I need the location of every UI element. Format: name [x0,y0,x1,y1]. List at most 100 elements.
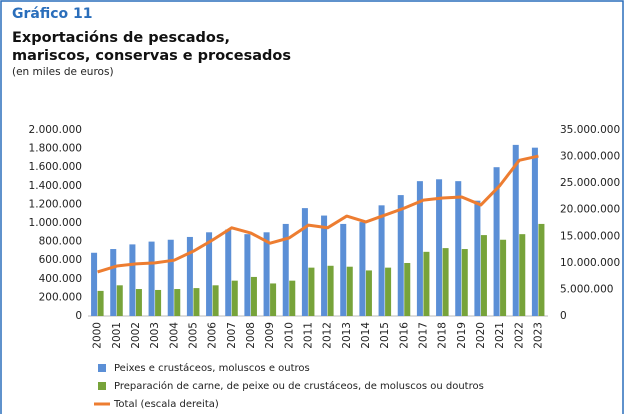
chart-title: Gráfico 11 [12,6,93,22]
x-tick-label: 2008 [245,322,257,349]
bar [289,280,296,316]
bar [461,249,468,316]
x-tick-label: 2018 [437,322,449,349]
legend-label: Preparación de carne, de peixe ou de cru… [114,380,484,392]
y-tick-label: 2.000.000 [29,124,82,136]
y-tick-label: 1.600.000 [29,161,82,173]
chart-note: (en miles de euros) [12,66,114,78]
y-tick-label: 600.000 [39,254,82,266]
bar [340,223,347,316]
bar [531,147,538,316]
x-tick-label: 2003 [149,322,161,349]
bar [91,252,98,316]
bar [129,244,136,316]
bar [116,285,123,316]
chart-subtitle: Exportacións de pescados, [12,30,230,46]
bar [493,167,500,316]
bar [519,234,526,316]
bar [308,267,315,316]
legend-swatch [98,382,106,390]
x-tick-label: 2014 [360,322,372,349]
x-tick-label: 2004 [168,322,180,349]
bar [385,267,392,316]
bar [538,223,545,316]
x-tick-label: 2020 [475,322,487,349]
legend-label: Peixes e crustáceos, moluscos e outros [114,362,310,374]
bar [225,229,232,316]
x-tick-label: 2016 [398,322,410,349]
bar [436,179,443,316]
y2-tick-label: 30.000.000 [560,151,620,163]
chart-subtitle: mariscos, conservas e procesados [12,48,291,64]
bar [480,235,487,316]
bar [455,181,462,316]
bar [231,280,238,316]
y2-tick-label: 35.000.000 [560,124,620,136]
bar [97,290,104,316]
x-tick-label: 2017 [417,322,429,349]
bar [193,288,200,316]
bar [378,205,385,316]
y2-tick-label: 15.000.000 [560,230,620,242]
y2-tick-label: 10.000.000 [560,257,620,269]
bar [148,241,155,316]
x-tick-label: 2005 [187,322,199,349]
bar [423,251,430,316]
bar [321,215,328,316]
y-tick-label: 1.400.000 [29,180,82,192]
y-tick-label: 400.000 [39,273,82,285]
bar [250,276,257,316]
bar [212,285,219,316]
legend-swatch [98,364,106,372]
x-tick-label: 2023 [532,322,544,349]
y-tick-label: 1.800.000 [29,143,82,155]
bar [206,232,213,316]
x-tick-label: 2002 [130,322,142,349]
y2-tick-label: 5.000.000 [560,283,613,295]
bar [474,200,481,316]
x-tick-label: 2015 [379,322,391,349]
x-tick-label: 2012 [322,322,334,349]
bar [244,234,251,316]
bar [512,144,519,316]
bar [186,236,193,316]
x-tick-label: 2007 [226,322,238,349]
bar [174,289,181,316]
y2-tick-label: 25.000.000 [560,177,620,189]
bar [135,289,142,316]
line [97,154,539,274]
bar [346,266,353,316]
legend-label: Total (escala dereita) [113,399,219,410]
x-tick-label: 2011 [302,322,314,349]
y-tick-label: 1.000.000 [29,217,82,229]
x-tick-label: 2019 [456,322,468,349]
bar [282,223,289,316]
y-tick-label: 0 [75,310,82,322]
bar [500,239,507,316]
x-tick-label: 2001 [111,322,123,349]
bar [404,262,411,316]
bar [263,232,270,316]
x-tick-label: 2021 [494,322,506,349]
x-tick-label: 2009 [264,322,276,349]
bar [365,270,372,316]
bar [270,283,277,316]
bar [359,222,366,316]
y2-tick-label: 0 [560,310,567,322]
bar [301,208,308,316]
y2-tick-label: 20.000.000 [560,204,620,216]
y-tick-label: 800.000 [39,236,82,248]
y-tick-label: 1.200.000 [29,198,82,210]
x-tick-label: 2022 [513,322,525,349]
bar [110,249,117,316]
x-tick-label: 2010 [283,322,295,349]
x-tick-label: 2006 [207,322,219,349]
x-tick-label: 2000 [92,322,104,349]
bar [327,265,334,316]
bar [416,181,423,316]
bar [442,248,449,316]
x-tick-label: 2013 [341,322,353,349]
y-tick-label: 200.000 [39,291,82,303]
